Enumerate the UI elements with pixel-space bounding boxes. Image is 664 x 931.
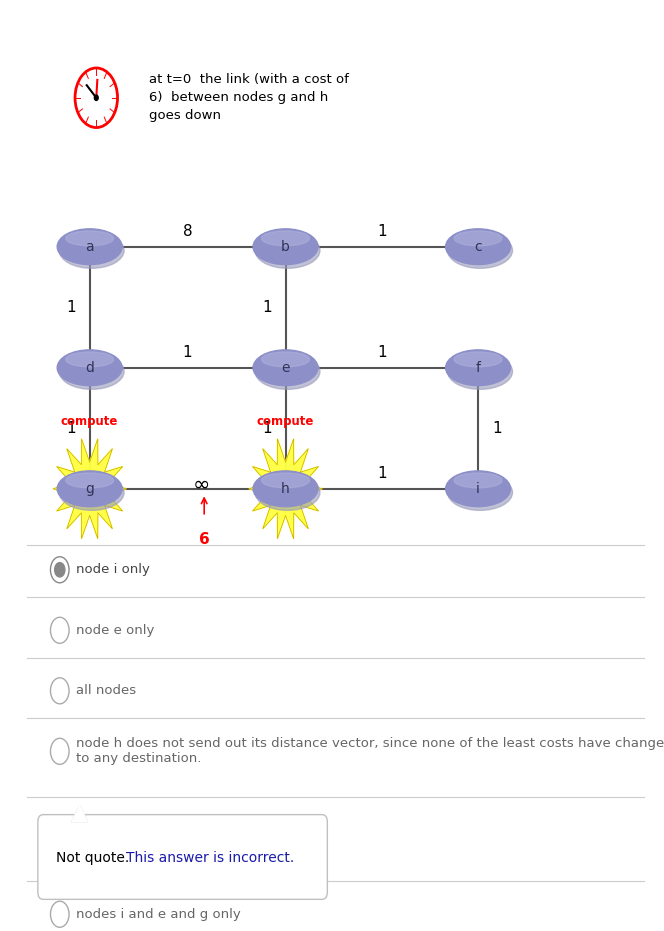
Text: a: a [86,239,94,254]
Ellipse shape [454,352,502,367]
Circle shape [75,68,118,128]
Ellipse shape [253,350,318,385]
Text: compute: compute [61,415,118,428]
Text: compute: compute [257,415,314,428]
Circle shape [54,562,65,577]
Ellipse shape [446,229,511,264]
Ellipse shape [57,229,122,264]
Polygon shape [53,439,126,539]
Circle shape [50,617,69,643]
Text: at t=0  the link (with a cost of
6)  between nodes g and h
goes down: at t=0 the link (with a cost of 6) betwe… [149,74,349,122]
Polygon shape [72,805,88,822]
Ellipse shape [446,350,511,385]
Text: g: g [85,481,94,496]
Text: Not quote.: Not quote. [56,851,134,866]
FancyBboxPatch shape [38,815,327,899]
Text: node h does not send out its distance vector, since none of the least costs have: node h does not send out its distance ve… [76,737,664,765]
Text: 1: 1 [377,345,386,360]
Ellipse shape [454,473,502,488]
Text: 8: 8 [183,224,193,239]
Ellipse shape [66,231,114,246]
Ellipse shape [253,471,318,506]
Circle shape [50,557,69,583]
Text: node i only: node i only [76,563,150,576]
Ellipse shape [66,473,114,488]
Ellipse shape [59,233,124,268]
Text: f: f [475,360,481,375]
Text: 1: 1 [492,421,501,436]
Text: 1: 1 [262,300,272,315]
Text: d: d [85,360,94,375]
Circle shape [50,678,69,704]
Text: 1: 1 [183,345,193,360]
Text: This answer is incorrect.: This answer is incorrect. [126,851,294,866]
Text: c: c [474,239,482,254]
Ellipse shape [448,233,513,268]
Text: all nodes: all nodes [76,684,137,697]
Ellipse shape [262,352,309,367]
Text: 1: 1 [377,224,386,239]
Circle shape [50,901,69,927]
Text: 1: 1 [262,421,272,436]
Ellipse shape [255,475,320,510]
Circle shape [50,841,69,867]
Ellipse shape [454,231,502,246]
Text: b: b [281,239,290,254]
Ellipse shape [262,231,309,246]
Text: 6: 6 [199,533,210,547]
Circle shape [94,95,98,101]
Text: 1: 1 [377,466,386,481]
Ellipse shape [59,475,124,510]
Circle shape [50,738,69,764]
Text: 1: 1 [66,300,76,315]
Text: i: i [476,481,480,496]
Text: h: h [281,481,290,496]
Text: node e only: node e only [76,624,155,637]
Ellipse shape [255,354,320,389]
Ellipse shape [255,233,320,268]
Text: 1: 1 [66,421,76,436]
Polygon shape [249,439,322,539]
Text: nodes i and e only: nodes i and e only [76,847,199,860]
Ellipse shape [448,354,513,389]
Ellipse shape [446,471,511,506]
Text: nodes i and e and g only: nodes i and e and g only [76,908,241,921]
Text: e: e [282,360,290,375]
Ellipse shape [253,229,318,264]
Ellipse shape [59,354,124,389]
Text: $\infty$: $\infty$ [193,474,209,494]
Ellipse shape [66,352,114,367]
Ellipse shape [57,471,122,506]
Ellipse shape [448,475,513,510]
Ellipse shape [57,350,122,385]
Ellipse shape [262,473,309,488]
